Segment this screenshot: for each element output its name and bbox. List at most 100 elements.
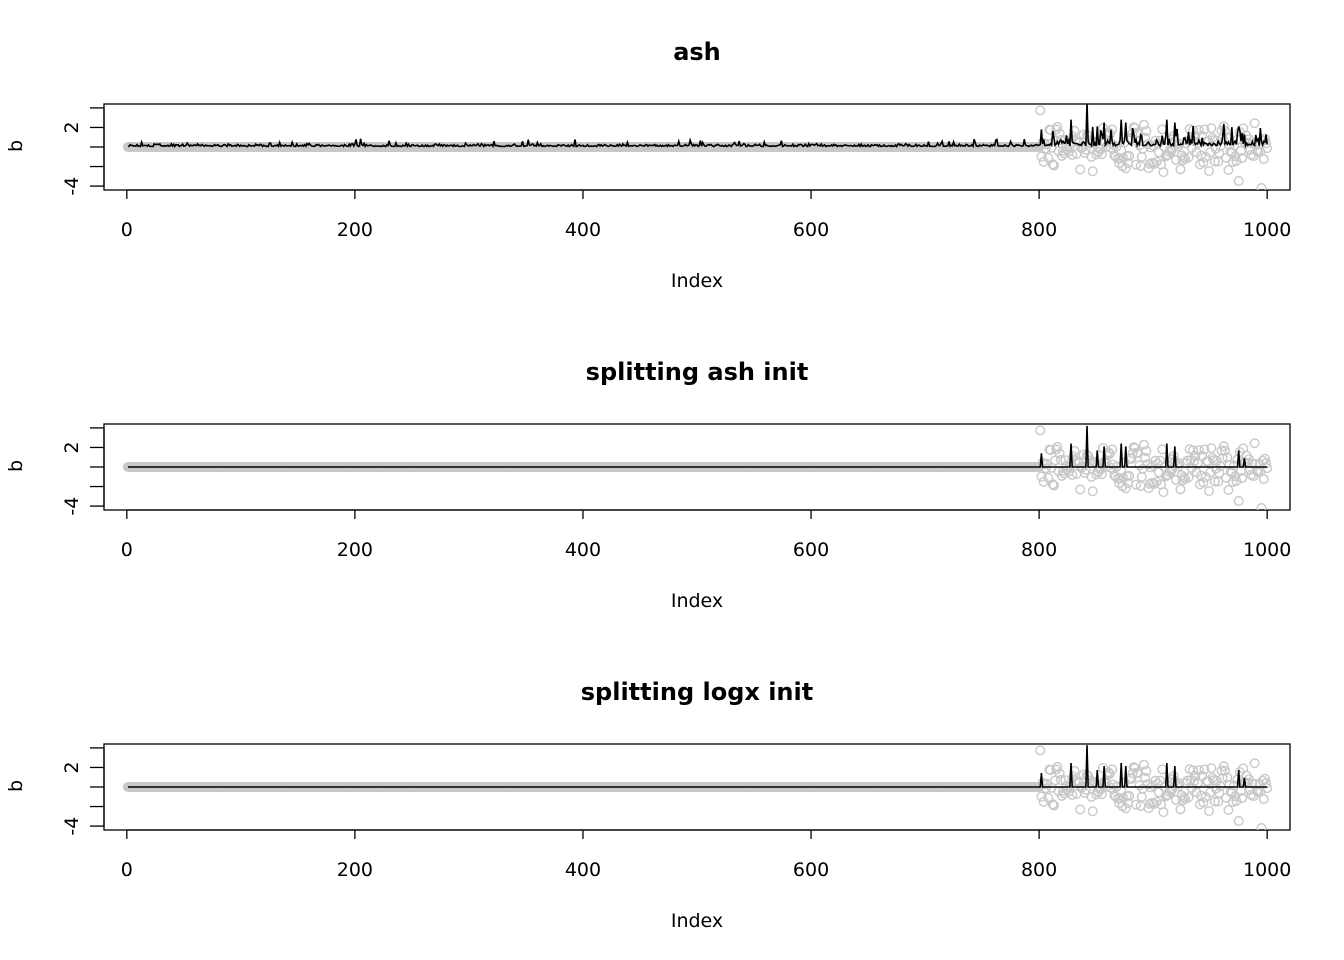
observed-point (1218, 761, 1229, 772)
observed-point (1249, 118, 1260, 129)
observed-point (1127, 448, 1138, 459)
observed-point (1262, 783, 1273, 794)
x-tick-label: 400 (565, 219, 601, 241)
observed-point (1157, 444, 1168, 455)
observed-point (1096, 149, 1107, 160)
observed-point (1258, 794, 1269, 805)
observed-point (1233, 815, 1244, 826)
y-axis-label: b (5, 140, 27, 152)
x-tick-label: 400 (565, 539, 601, 561)
observed-point (1212, 775, 1223, 786)
observed-point (1149, 158, 1160, 169)
observed-point (1142, 779, 1153, 790)
observed-point (1259, 453, 1270, 464)
observed-point (1067, 149, 1078, 160)
observed-point (1124, 150, 1135, 161)
observed-point (1107, 444, 1118, 455)
x-tick-label: 600 (793, 859, 829, 881)
observed-point (1036, 151, 1047, 162)
x-tick-label: 0 (121, 219, 133, 241)
observed-point (1047, 479, 1058, 490)
observed-point (1035, 745, 1046, 756)
observed-point (1158, 487, 1169, 498)
observed-point (1198, 157, 1209, 168)
observed-point (1036, 471, 1047, 482)
observed-point (1075, 484, 1086, 495)
x-tick-label: 600 (793, 539, 829, 561)
observed-point (1052, 441, 1063, 452)
observed-point (1140, 772, 1151, 783)
observed-point (1109, 790, 1120, 801)
observed-point (1209, 476, 1220, 487)
observed-point (1075, 804, 1086, 815)
observed-point (1256, 823, 1267, 830)
observed-point (1124, 790, 1135, 801)
observed-point (1139, 439, 1150, 450)
observed-point (1131, 159, 1142, 170)
y-tick-label: 2 (61, 761, 83, 773)
observed-point (1183, 472, 1194, 483)
x-tick-label: 400 (565, 859, 601, 881)
observed-point (1149, 478, 1160, 489)
observed-point (1199, 444, 1210, 455)
observed-point (1131, 799, 1142, 810)
observed-point (1140, 452, 1151, 463)
x-tick-label: 200 (337, 219, 373, 241)
observed-point (1198, 477, 1209, 488)
observed-point (1054, 768, 1065, 779)
observed-point (1139, 119, 1150, 130)
observed-point (1054, 128, 1065, 139)
observed-point (1120, 803, 1131, 814)
observed-point (1158, 807, 1169, 818)
observed-point (1196, 150, 1207, 161)
observed-point (1198, 797, 1209, 808)
observed-point (1035, 425, 1046, 436)
observed-point (1096, 789, 1107, 800)
observed-point (1141, 445, 1152, 456)
observed-point (1223, 485, 1234, 496)
observed-point (1035, 105, 1046, 116)
observed-point (1096, 469, 1107, 480)
observed-point (1055, 454, 1066, 465)
observed-point (1259, 773, 1270, 784)
observed-point (1231, 476, 1242, 487)
observed-point (1230, 471, 1241, 482)
observed-point (1087, 806, 1098, 817)
fitted-line (127, 104, 1268, 149)
observed-point (1055, 774, 1066, 785)
observed-point (1047, 799, 1058, 810)
observed-point (1231, 796, 1242, 807)
observed-point (1223, 164, 1234, 175)
x-tick-label: 800 (1021, 859, 1057, 881)
observed-point (1196, 470, 1207, 481)
observed-points (122, 105, 1273, 190)
observed-point (1120, 483, 1131, 494)
observed-point (1148, 140, 1159, 151)
observed-point (1206, 123, 1217, 134)
observed-point (1043, 472, 1054, 483)
observed-point (1188, 445, 1199, 456)
observed-point (1230, 791, 1241, 802)
fitted-line (127, 425, 1268, 468)
observed-point (1237, 152, 1248, 163)
observed-points (122, 745, 1273, 830)
observed-point (1139, 759, 1150, 770)
observed-point (1109, 470, 1120, 481)
y-tick-label: -4 (61, 817, 83, 836)
observed-point (1206, 763, 1217, 774)
observed-point (1249, 758, 1260, 769)
observed-point (1183, 792, 1194, 803)
observed-point (1052, 761, 1063, 772)
observed-point (1040, 463, 1051, 474)
observed-point (1136, 151, 1147, 162)
observed-point (1204, 806, 1215, 817)
observed-point (1219, 445, 1230, 456)
x-tick-label: 200 (337, 539, 373, 561)
observed-point (1075, 164, 1086, 175)
observed-point (1249, 438, 1260, 449)
x-tick-label: 800 (1021, 219, 1057, 241)
observed-point (1218, 441, 1229, 452)
panel-splitting-ash-init: splitting ash init Index b 0 200 400 600 800… (5, 358, 1291, 612)
observed-point (1154, 455, 1165, 466)
observed-point (1188, 765, 1199, 776)
